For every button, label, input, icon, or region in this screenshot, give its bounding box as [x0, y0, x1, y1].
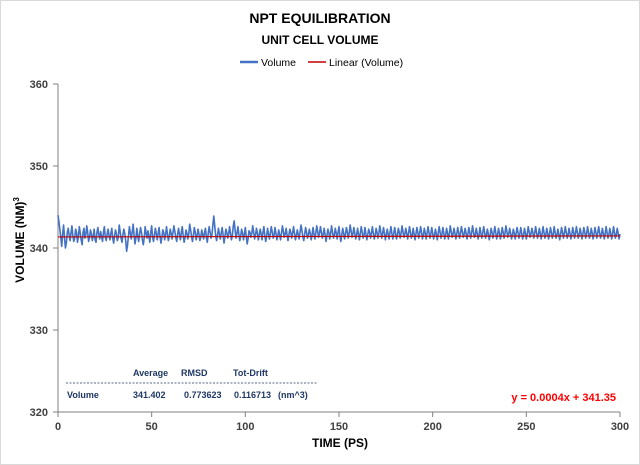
legend-label-volume: Volume — [261, 57, 296, 69]
stats-header-average: Average — [133, 368, 168, 378]
stats-unit: (nm^3) — [278, 390, 308, 400]
y-tick-labels: 320 330 340 350 360 — [30, 79, 58, 419]
y-axis-label: VOLUME (NM)3 — [12, 197, 27, 283]
x-tick-label: 0 — [55, 421, 61, 433]
series-linear-trendline — [57, 235, 621, 238]
x-tick-label: 100 — [236, 421, 254, 433]
stats-row-label: Volume — [67, 390, 99, 400]
stats-header-rmsd: RMSD — [181, 368, 208, 378]
legend-label-linear: Linear (Volume) — [329, 57, 403, 69]
stats-value-average: 341.402 — [133, 390, 166, 400]
legend: Volume Linear (Volume) — [240, 57, 403, 69]
y-tick-label: 330 — [30, 325, 48, 337]
x-tick-label: 50 — [146, 421, 158, 433]
x-tick-label: 150 — [330, 421, 348, 433]
x-tick-label: 250 — [517, 421, 535, 433]
chart-title: NPT EQUILIBRATION — [249, 10, 390, 26]
trendline-equation: y = 0.0004x + 341.35 — [511, 392, 616, 404]
chart-subtitle: UNIT CELL VOLUME — [261, 33, 378, 47]
stats-value-rmsd: 0.773623 — [184, 390, 222, 400]
x-axis-label: TIME (PS) — [312, 436, 368, 450]
y-tick-label: 360 — [30, 79, 48, 91]
y-tick-label: 320 — [30, 407, 48, 419]
stats-header-totdrift: Tot-Drift — [233, 368, 268, 378]
stats-value-totdrift: 0.116713 — [234, 390, 271, 400]
stats-table: Average RMSD Tot-Drift Volume 341.402 0.… — [66, 368, 318, 400]
y-axis-label-main: VOLUME (NM) — [13, 202, 27, 283]
x-tick-label: 300 — [611, 421, 629, 433]
y-tick-label: 350 — [30, 161, 48, 173]
y-axis-label-sup: 3 — [12, 197, 21, 202]
x-tick-labels: 0 50 100 150 200 250 300 — [55, 412, 629, 433]
series-volume-line — [57, 215, 621, 253]
y-tick-label: 340 — [30, 243, 48, 255]
x-tick-label: 200 — [423, 421, 441, 433]
